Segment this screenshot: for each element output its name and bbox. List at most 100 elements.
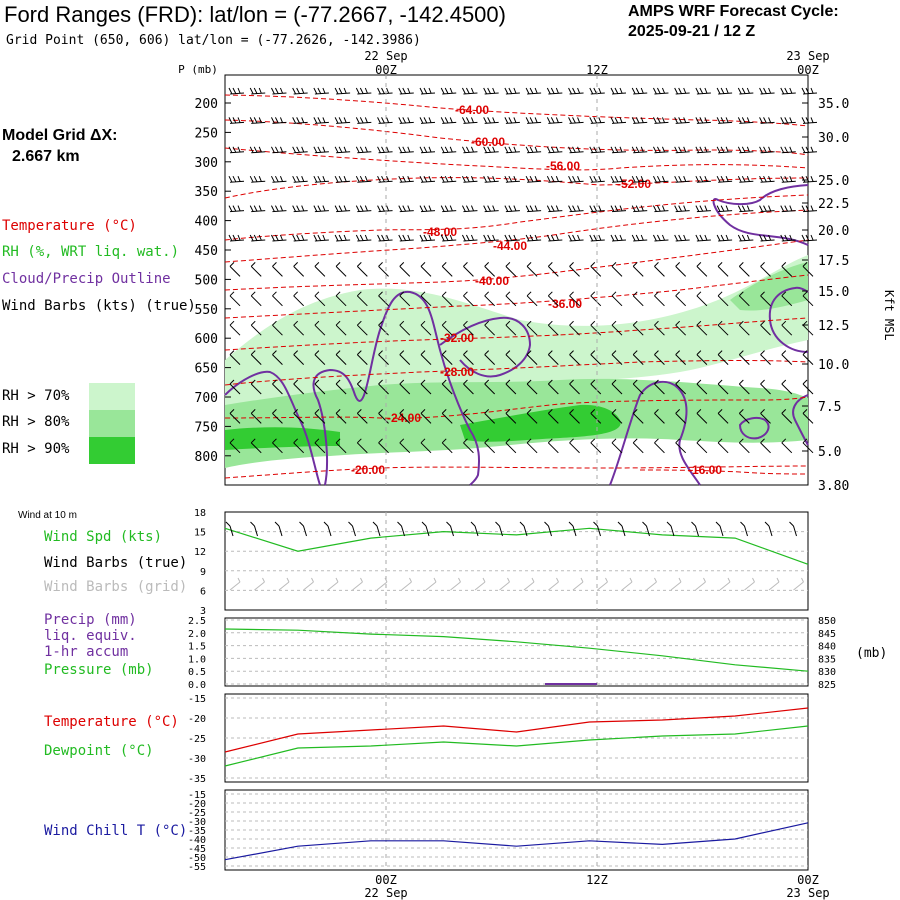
- pressure-unit-label: (mb): [856, 646, 887, 661]
- wind-barb: [356, 438, 368, 454]
- rh80-swatch: [89, 410, 135, 437]
- wind-barb: [270, 234, 287, 242]
- wind-barb: [738, 350, 750, 365]
- wind-barb: [547, 262, 559, 277]
- wind-barb: [632, 262, 644, 277]
- wind-barb: [716, 175, 733, 183]
- wind-barb: [313, 175, 329, 183]
- wind-barb: [525, 117, 542, 124]
- wind-barb: [505, 320, 517, 336]
- pressure-tick-label: 350: [195, 185, 218, 200]
- wind-barb: [696, 409, 708, 424]
- wind-barb: [355, 87, 372, 95]
- wind-barb: [399, 262, 411, 277]
- wind-barb: [632, 409, 644, 424]
- temperature-contour: [224, 239, 809, 291]
- wind-barb: [781, 350, 793, 365]
- wind-barb: [441, 409, 453, 424]
- wind-barb: [335, 409, 347, 424]
- wind-barb: [569, 379, 580, 395]
- wind-barb: [461, 234, 478, 242]
- kft-tick-label: 35.0: [818, 97, 849, 112]
- wind-barb: [229, 350, 241, 365]
- wind-barb: [589, 205, 605, 213]
- wind-barb: [484, 262, 496, 277]
- wind-barb: [483, 175, 499, 183]
- wind-barb-grid: [572, 577, 584, 591]
- wind-barb: [272, 262, 283, 277]
- wind-barb: [589, 146, 605, 154]
- wind-barb: [420, 320, 432, 336]
- precip-tick-label: 2.5: [188, 616, 206, 627]
- wind-barb: [440, 87, 457, 95]
- temp-tick-label: -30: [188, 754, 206, 765]
- dewpoint-label: Dewpoint (°C): [44, 743, 154, 759]
- wind-barb: [738, 291, 750, 307]
- pressure-tick-label: 250: [195, 126, 218, 141]
- pressure-tick-label: 800: [195, 450, 218, 465]
- wind-barb-true: [617, 521, 626, 537]
- wind-barb: [760, 438, 771, 454]
- temperature-contour: [224, 147, 809, 171]
- wind-barb: [631, 175, 648, 183]
- wind-barb: [610, 117, 627, 124]
- wind-barb: [335, 320, 347, 336]
- bottom-time-label: 00Z: [797, 873, 819, 887]
- wind-barb: [631, 234, 648, 242]
- wind-barb: [802, 262, 814, 277]
- wind-barb-grid: [695, 577, 706, 591]
- temperature-contour: [224, 317, 809, 351]
- wind-barb: [293, 320, 305, 336]
- wind-barb: [228, 117, 245, 124]
- wind-barb: [355, 205, 372, 213]
- wind-barb: [654, 438, 665, 454]
- wind-barb: [250, 409, 262, 424]
- wind-barb: [398, 117, 414, 124]
- wind-barb: [717, 409, 729, 424]
- wind-barb: [590, 320, 602, 336]
- wind-barb: [802, 291, 814, 307]
- wind-barb: [652, 205, 669, 213]
- wind-barb: [356, 409, 368, 424]
- pressure-tick-label: 835: [818, 654, 836, 665]
- kft-tick-label: 3.80: [818, 479, 849, 494]
- precip-panel-frame: [224, 617, 809, 687]
- precip-label3: 1-hr accum: [44, 644, 129, 660]
- wind-barb: [631, 117, 648, 124]
- wind-barb-true: [715, 521, 724, 537]
- forecast-cycle-line2: 2025-09-21 / 12 Z: [628, 23, 756, 40]
- wind-barb: [293, 291, 305, 307]
- wind-barb: [505, 379, 517, 395]
- wind-barb: [272, 409, 283, 424]
- wind-barb: [420, 262, 432, 277]
- wind-barb: [781, 438, 793, 454]
- wind-barb: [505, 291, 517, 307]
- rh90-swatch: [89, 437, 135, 464]
- precip-tick-label: 1.0: [188, 654, 206, 665]
- wind-barb: [589, 87, 605, 95]
- wind-barb: [546, 87, 563, 95]
- wind-barb-grid: [401, 577, 412, 591]
- wind-barb: [716, 87, 733, 95]
- wind-barb: [611, 438, 623, 454]
- temperature-contour-label: -56.00: [546, 159, 580, 173]
- wind-barb: [526, 291, 538, 307]
- wind-barb: [631, 87, 648, 95]
- wind-barb: [504, 175, 520, 183]
- wind-barb: [356, 262, 368, 277]
- wind-barb: [334, 205, 351, 213]
- wind-barb: [293, 379, 305, 395]
- wind-barb: [569, 350, 580, 365]
- wind-barb-true: [372, 521, 381, 537]
- wind-barb: [250, 350, 262, 365]
- wind-barb: [292, 87, 308, 95]
- wind-barb: [334, 117, 351, 124]
- rh90-region: [225, 427, 340, 450]
- wind-barb: [802, 379, 814, 395]
- wind-barb-true: [250, 521, 258, 537]
- pressure-line: [224, 628, 809, 672]
- wind-barb: [228, 205, 245, 213]
- wind-barb: [229, 291, 241, 307]
- wind-barbs-true-label: Wind Barbs (true): [44, 555, 188, 571]
